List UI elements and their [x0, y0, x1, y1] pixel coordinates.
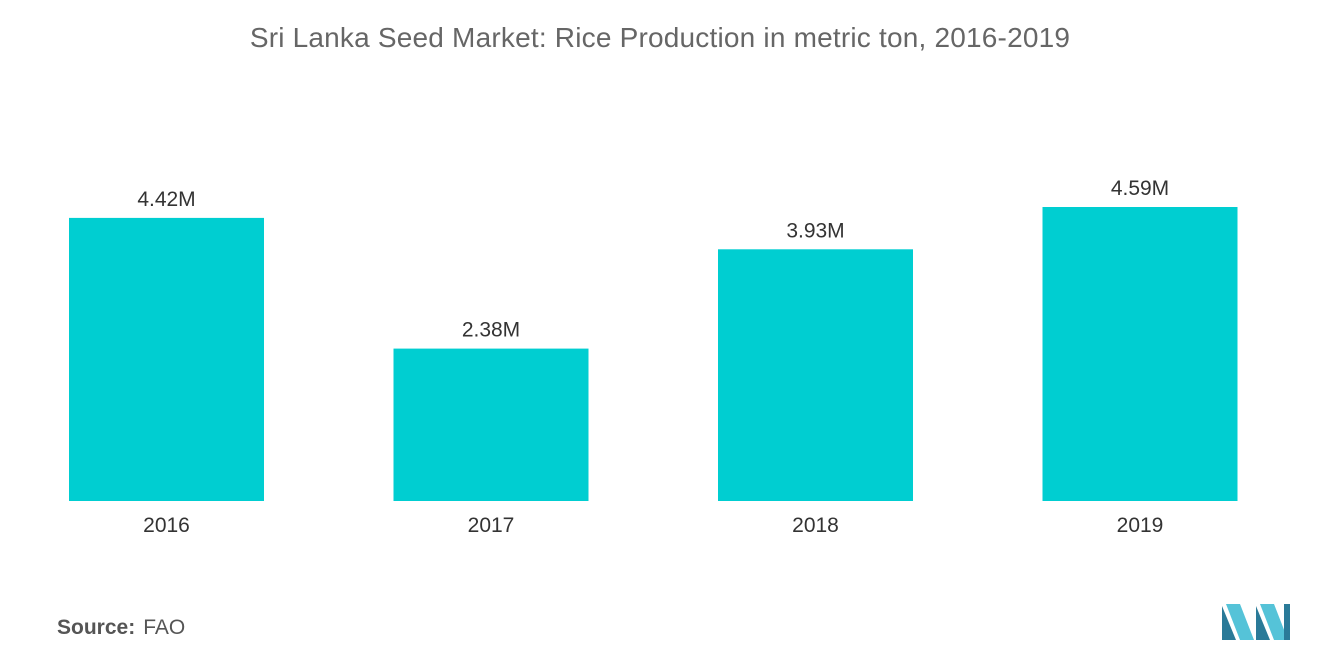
bar-2019	[1042, 207, 1238, 501]
chart-title: Sri Lanka Seed Market: Rice Production i…	[249, 22, 1071, 53]
mordor-logo-icon	[1222, 604, 1290, 640]
source-label: Source:	[57, 616, 136, 639]
logo-shape-right	[1260, 604, 1288, 640]
bar-2017	[393, 348, 589, 501]
source-note: Source: FAO	[57, 616, 185, 640]
x-tick-label-2019: 2019	[1117, 514, 1164, 537]
x-tick-label-2018: 2018	[792, 514, 839, 537]
value-label-2019: 4.59M	[1111, 177, 1169, 200]
bar-2016	[69, 217, 264, 501]
value-label-2017: 2.38M	[462, 319, 520, 342]
logo-shape-bar	[1284, 604, 1290, 640]
x-tick-label-2017: 2017	[468, 514, 515, 537]
category-labels-layer: 2016 2017 2018 2019	[143, 514, 1163, 537]
logo-shape-left	[1222, 606, 1236, 640]
logo-shape-mid-right	[1256, 606, 1270, 640]
bars-layer	[69, 207, 1238, 501]
x-tick-label-2016: 2016	[143, 514, 190, 537]
value-label-2018: 3.93M	[786, 219, 844, 242]
bar-2018	[718, 249, 913, 501]
value-label-2016: 4.42M	[137, 188, 195, 211]
value-labels-layer: 4.42M 2.38M 3.93M 4.59M	[137, 177, 1169, 342]
logo-shape-mid-left	[1226, 604, 1254, 640]
source-value: FAO	[143, 616, 186, 639]
